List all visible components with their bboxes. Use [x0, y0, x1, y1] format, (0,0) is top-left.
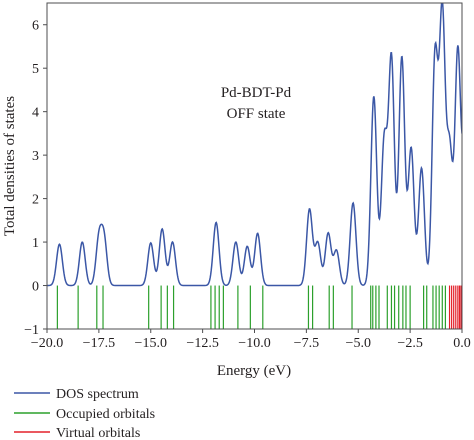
x-axis-title: Energy (eV)	[217, 363, 291, 379]
legend-label-virtual: Virtual orbitals	[56, 426, 140, 440]
y-tick-label: 3	[32, 149, 39, 164]
x-tick-label: −2.5	[397, 336, 422, 351]
legend-item-dos: DOS spectrum	[14, 387, 139, 402]
y-axis-ticks: −1 0 1 2 3 4 5 6	[24, 19, 47, 338]
x-tick-label: −20.0	[31, 336, 63, 351]
x-axis-ticks: −20.0 −17.5 −15.0 −12.5 −10.0 −7.5 −5.0 −2.5 0.0	[31, 329, 471, 351]
y-tick-label: 1	[32, 236, 39, 251]
y-tick-label: 5	[32, 62, 39, 77]
x-tick-label: −12.5	[186, 336, 218, 351]
y-tick-label: 4	[32, 106, 39, 121]
y-tick-label: 6	[32, 19, 39, 34]
y-tick-label: 0	[32, 280, 39, 295]
legend-label-occupied: Occupied orbitals	[56, 407, 155, 422]
x-tick-label: −5.0	[346, 336, 371, 351]
annotation: Pd-BDT-Pd OFF state	[221, 85, 292, 122]
plot-frame	[46, 2, 463, 330]
annotation-line-2: OFF state	[227, 106, 286, 122]
annotation-line-1: Pd-BDT-Pd	[221, 85, 292, 101]
plot-area	[46, 2, 463, 330]
y-axis-title: Total densities of states	[2, 96, 18, 236]
y-tick-label: 2	[32, 193, 39, 208]
y-tick-label: −1	[24, 323, 39, 338]
x-tick-label: 0.0	[453, 336, 471, 351]
x-tick-label: −17.5	[83, 336, 115, 351]
x-tick-label: −10.0	[238, 336, 270, 351]
legend-item-virtual: Virtual orbitals	[14, 426, 140, 440]
orbital-sticks-layer	[56, 285, 462, 329]
legend: DOS spectrum Occupied orbitals Virtual o…	[14, 387, 155, 440]
legend-label-dos: DOS spectrum	[56, 387, 139, 402]
x-tick-label: −15.0	[135, 336, 167, 351]
legend-item-occupied: Occupied orbitals	[14, 407, 155, 422]
x-tick-label: −7.5	[294, 336, 319, 351]
dos-spectrum-line	[47, 3, 462, 287]
